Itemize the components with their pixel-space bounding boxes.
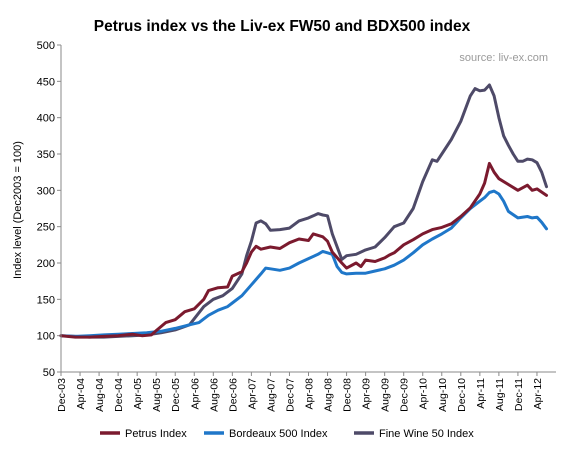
x-tick-label-20: Aug-10: [437, 378, 449, 412]
x-tick-label-2: Aug-04: [94, 378, 106, 412]
y-tick-label-3: 200: [37, 258, 55, 270]
x-tick-label-23: Aug-11: [494, 378, 506, 411]
x-tick-label-18: Dec-09: [399, 378, 411, 412]
x-tick-label-24: Dec-11: [513, 378, 525, 411]
x-tick-label-4: Apr-05: [132, 378, 144, 410]
x-tick-label-10: Apr-07: [246, 378, 258, 410]
x-tick-label-14: Aug-08: [323, 378, 335, 412]
legend: Petrus Index Bordeaux 500 Index Fine Wine …: [100, 428, 474, 440]
legend-label-1: Bordeaux 500 Index: [229, 428, 328, 440]
axes-layer: [60, 45, 556, 373]
chart-source-annotation: source: liv-ex.com: [459, 52, 548, 64]
legend-label-0: Petrus Index: [125, 428, 187, 440]
y-tick-label-7: 400: [37, 113, 55, 125]
x-tick-label-11: Aug-07: [265, 378, 277, 412]
x-tick-label-21: Dec-10: [456, 378, 468, 412]
x-tick-label-7: Apr-06: [189, 378, 201, 410]
series-line-1: [59, 189, 548, 338]
y-axis-label: Index level (Dec2003 = 100): [12, 141, 24, 279]
series-line-0: [59, 161, 548, 339]
y-tick-label-0: 50: [43, 367, 55, 379]
x-tick-label-8: Aug-06: [208, 378, 220, 412]
x-tick-label-15: Dec-08: [342, 378, 354, 412]
x-tick-label-13: Apr-08: [304, 378, 316, 410]
y-tick-label-9: 500: [37, 40, 55, 52]
y-tick-label-6: 350: [37, 149, 55, 161]
series-line-2: [59, 83, 548, 339]
x-tick-label-5: Aug-05: [151, 378, 163, 412]
x-tick-label-25: Apr-12: [532, 378, 544, 410]
series-layer: [59, 83, 548, 339]
x-tick-label-22: Apr-11: [475, 378, 487, 409]
y-tick-label-5: 300: [37, 185, 55, 197]
x-tick-label-3: Dec-04: [113, 378, 125, 412]
x-tick-label-9: Dec-06: [227, 378, 239, 412]
y-tick-label-2: 150: [37, 294, 55, 306]
y-tick-label-8: 450: [37, 76, 55, 88]
x-tick-label-16: Apr-09: [361, 378, 373, 410]
x-tick-label-12: Dec-07: [284, 378, 296, 412]
chart-title: Petrus index vs the Liv-ex FW50 and BDX5…: [94, 18, 471, 35]
x-tick-label-17: Aug-09: [380, 378, 392, 412]
x-tick-label-6: Dec-05: [170, 378, 182, 412]
y-tick-label-4: 250: [37, 222, 55, 234]
y-axis: 50 100 150 200 250 300 350 400 450 500: [37, 40, 61, 379]
y-tick-label-1: 100: [37, 331, 55, 343]
legend-label-2: Fine Wine 50 Index: [379, 428, 474, 440]
x-tick-label-19: Apr-10: [418, 378, 430, 410]
x-tick-label-1: Apr-04: [75, 378, 87, 410]
x-axis: Dec-03 Apr-04 Aug-04 Dec-04 Apr-05 Aug-05 Dec-…: [56, 372, 544, 412]
x-tick-label-0: Dec-03: [56, 378, 68, 412]
